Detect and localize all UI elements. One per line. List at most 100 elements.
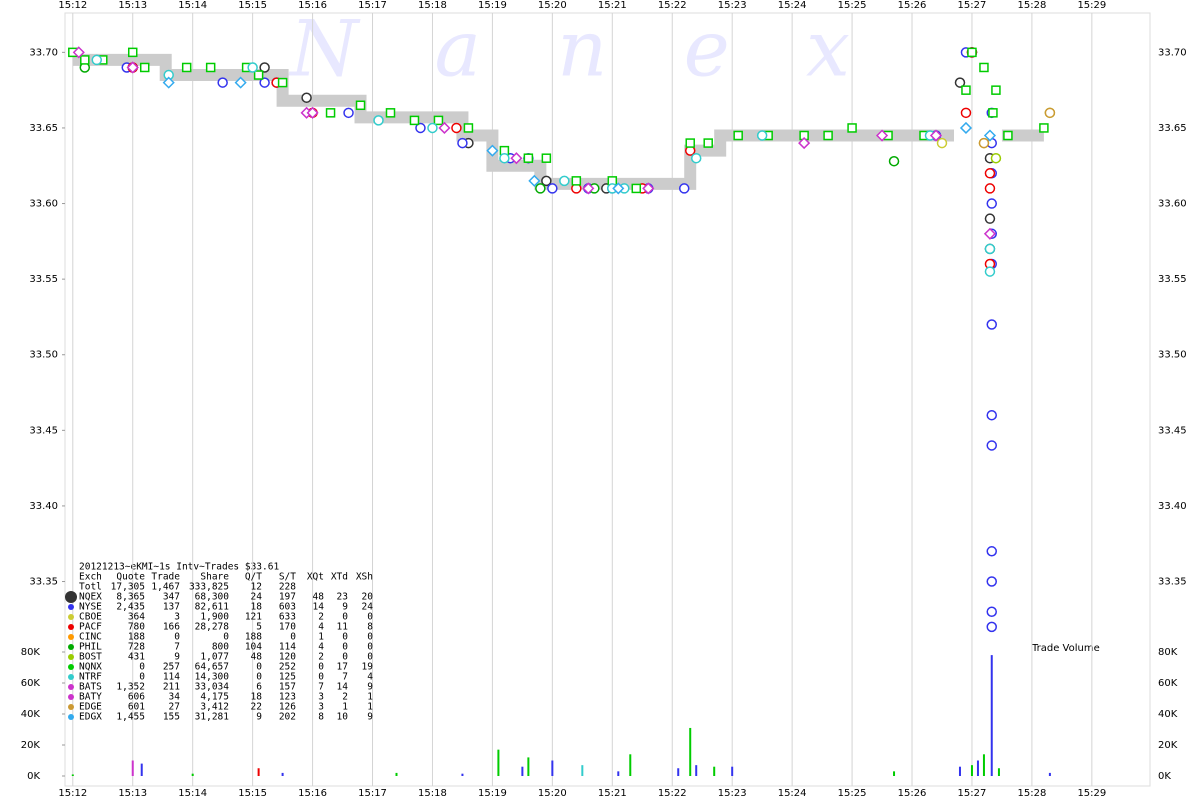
table-cell: 68,300 (195, 592, 230, 603)
trade-marker (541, 175, 552, 187)
y-tick-label: 33.40 (1158, 501, 1187, 512)
table-cell: 364 (128, 612, 145, 623)
table-cell: 188 (128, 632, 145, 643)
volume-bar (131, 760, 134, 776)
legend-marker (68, 654, 74, 660)
x-tick-label: 15:29 (1077, 788, 1106, 799)
legend-label: PHIL (79, 642, 102, 653)
volume-bar (713, 766, 716, 776)
volume-bar (551, 760, 554, 776)
x-tick-label: 15:22 (658, 788, 687, 799)
trade-marker (959, 121, 973, 135)
trade-marker (888, 155, 900, 167)
trade-marker (703, 138, 713, 148)
trade-marker (986, 576, 997, 587)
y2-tick-label: 40K (1158, 709, 1178, 720)
table-cell: 257 (163, 662, 180, 673)
trade-marker (991, 85, 1001, 95)
trade-marker (986, 621, 997, 633)
trade-marker (181, 62, 192, 73)
trade-marker (547, 183, 558, 194)
table-cell: 9 (174, 652, 180, 663)
table-header: Q/T (245, 572, 262, 583)
table-cell: 155 (163, 712, 180, 723)
table-cell: Totl (79, 582, 102, 593)
trade-marker (343, 107, 354, 119)
table-cell: 24 (362, 602, 374, 613)
trade-marker (301, 92, 312, 103)
y-tick-label: 33.65 (1158, 123, 1187, 134)
table-cell: 7 (174, 642, 180, 653)
legend-label: EDGE (79, 702, 102, 713)
trade-marker (499, 152, 510, 164)
table-cell: 10 (337, 712, 349, 723)
trade-marker (631, 183, 642, 194)
trade-marker (990, 152, 1002, 164)
table-cell: 33,034 (195, 682, 230, 693)
legend-marker (68, 694, 74, 700)
table-cell: 0 (367, 632, 373, 643)
trade-marker (984, 183, 996, 194)
y2-tick-label: 0K (1158, 771, 1171, 782)
trade-marker (954, 77, 966, 88)
table-cell: 0 (256, 662, 262, 673)
table-cell: 0 (367, 652, 373, 663)
trade-marker (961, 85, 971, 95)
trade-marker (986, 319, 997, 330)
volume-bar (982, 754, 985, 776)
table-cell: 6 (256, 682, 262, 693)
table-cell: 8 (367, 622, 373, 633)
table-cell: 14 (337, 682, 349, 693)
trade-marker (126, 61, 139, 74)
y-tick-label: 33.50 (29, 350, 58, 361)
trade-marker (415, 122, 426, 134)
x-tick-label: 15:26 (898, 788, 927, 799)
table-cell: 4 (318, 642, 324, 653)
trade-marker (986, 440, 997, 451)
table-cell: 121 (245, 612, 262, 623)
y-tick-label: 33.70 (29, 47, 58, 58)
table-cell: 14 (313, 602, 325, 613)
table-cell: 48 (313, 592, 325, 603)
trade-marker (234, 76, 247, 89)
volume-bar (1048, 772, 1051, 776)
volume-bar (958, 766, 961, 776)
table-header: Trade (151, 572, 180, 583)
volume-bar (997, 768, 1000, 776)
volume-bar (395, 772, 398, 776)
trade-marker (582, 182, 595, 195)
x-tick-label: 15:19 (478, 788, 507, 799)
table-cell: 18 (251, 692, 263, 703)
trade-marker (528, 174, 541, 187)
x-tick-label: 15:17 (358, 788, 387, 799)
table-cell: 166 (163, 622, 180, 633)
table-cell: 4 (318, 622, 324, 633)
legend-marker (68, 684, 74, 690)
y-tick-label: 33.70 (1158, 47, 1187, 58)
volume-bar (71, 774, 74, 776)
trade-marker (1003, 130, 1013, 141)
table-cell: 2 (342, 692, 348, 703)
trade-marker (205, 62, 216, 73)
x-tick-label: 15:24 (778, 0, 807, 11)
table-cell: 120 (279, 652, 296, 663)
table-cell: 7 (318, 682, 324, 693)
table-cell: 1,077 (200, 652, 229, 663)
table-cell: 114 (163, 672, 180, 683)
legend-marker (65, 591, 77, 603)
trade-marker (457, 137, 468, 149)
table-cell: 780 (128, 622, 145, 633)
trade-marker (685, 138, 695, 148)
table-cell: 114 (279, 642, 296, 653)
x-tick-label: 15:27 (958, 788, 987, 799)
table-cell: 14,300 (195, 672, 230, 683)
legend-marker (68, 624, 74, 630)
y-tick-label: 33.55 (29, 274, 58, 285)
table-cell: 7 (342, 672, 348, 683)
table-cell: 1 (367, 692, 373, 703)
x-tick-label: 15:28 (1017, 788, 1046, 799)
trade-marker (535, 183, 546, 194)
table-cell: 800 (212, 642, 229, 653)
trade-marker (247, 62, 258, 73)
table-cell: 9 (367, 712, 373, 723)
